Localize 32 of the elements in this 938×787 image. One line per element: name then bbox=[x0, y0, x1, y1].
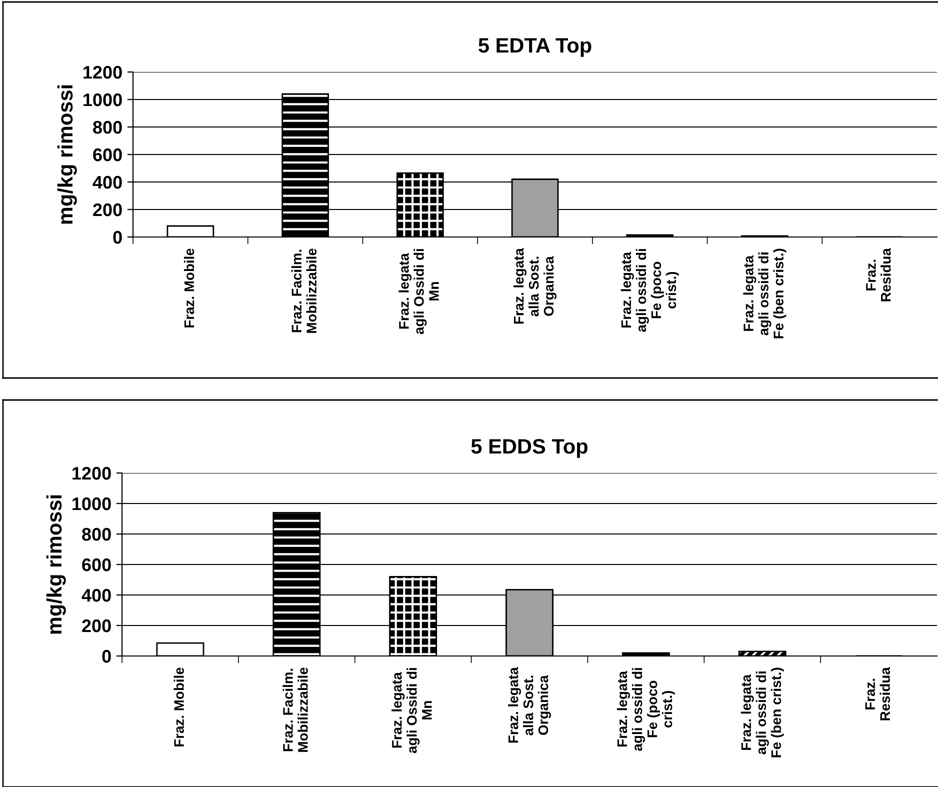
y-tick-label: 0 bbox=[113, 230, 122, 244]
x-tick-label: Fraz. Mobile bbox=[184, 248, 194, 328]
y-tick-label: 1000 bbox=[84, 93, 122, 106]
y-tick-label: 400 bbox=[92, 176, 122, 189]
x-tick-label: Fraz. legata agli ossidi di Fe (ben crist.) bbox=[743, 248, 786, 338]
x-tick-label: Fraz. legata alla Sost. Organica bbox=[514, 248, 556, 324]
y-tick-label: 1200 bbox=[72, 466, 111, 480]
y-tick-label: 600 bbox=[93, 148, 122, 162]
y-tick-label: 200 bbox=[93, 203, 122, 216]
y-axis-title: mg/kg rimossi bbox=[57, 85, 77, 224]
y-tick-label: 800 bbox=[93, 120, 122, 134]
x-tick-label: Fraz. legata agli Ossidi di Mn bbox=[398, 249, 439, 334]
x-tick-label: Fraz. Mobile bbox=[174, 668, 184, 746]
y-tick-label: 0 bbox=[102, 650, 111, 663]
x-tick-label: Fraz. legata agli ossidi di Fe (poco crist.) bbox=[616, 668, 675, 751]
x-tick-label: Fraz. legata agli ossidi di Fe (ben crist.) bbox=[740, 668, 784, 758]
x-tick-label: Fraz. Residua bbox=[866, 248, 891, 302]
x-tick-label: Fraz. legata agli Ossidi di Mn bbox=[392, 668, 432, 754]
y-tick-label: 1200 bbox=[84, 66, 122, 79]
x-tick-label: Fraz. Residua bbox=[865, 667, 890, 720]
y-tick-label: 200 bbox=[82, 619, 111, 632]
x-tick-label: Fraz. legata agli ossidi di Fe (poco crist.) bbox=[620, 249, 679, 332]
x-tick-label: Fraz. legata alla Sost. Organica bbox=[508, 667, 551, 743]
chart-title: 5 EDDS Top bbox=[471, 439, 588, 458]
y-tick-label: 400 bbox=[82, 588, 111, 602]
y-tick-label: 600 bbox=[82, 558, 111, 572]
chart-title: 5 EDTA Top bbox=[478, 38, 592, 57]
y-axis-title: mg/kg rimossi bbox=[46, 495, 66, 634]
x-tick-label: Fraz. Facilm. Mobilizzabile bbox=[291, 248, 316, 333]
x-tick-label: Fraz. Facilm. Mobilizzabile bbox=[282, 668, 308, 752]
y-tick-label: 800 bbox=[82, 528, 111, 541]
y-tick-label: 1000 bbox=[72, 497, 111, 510]
